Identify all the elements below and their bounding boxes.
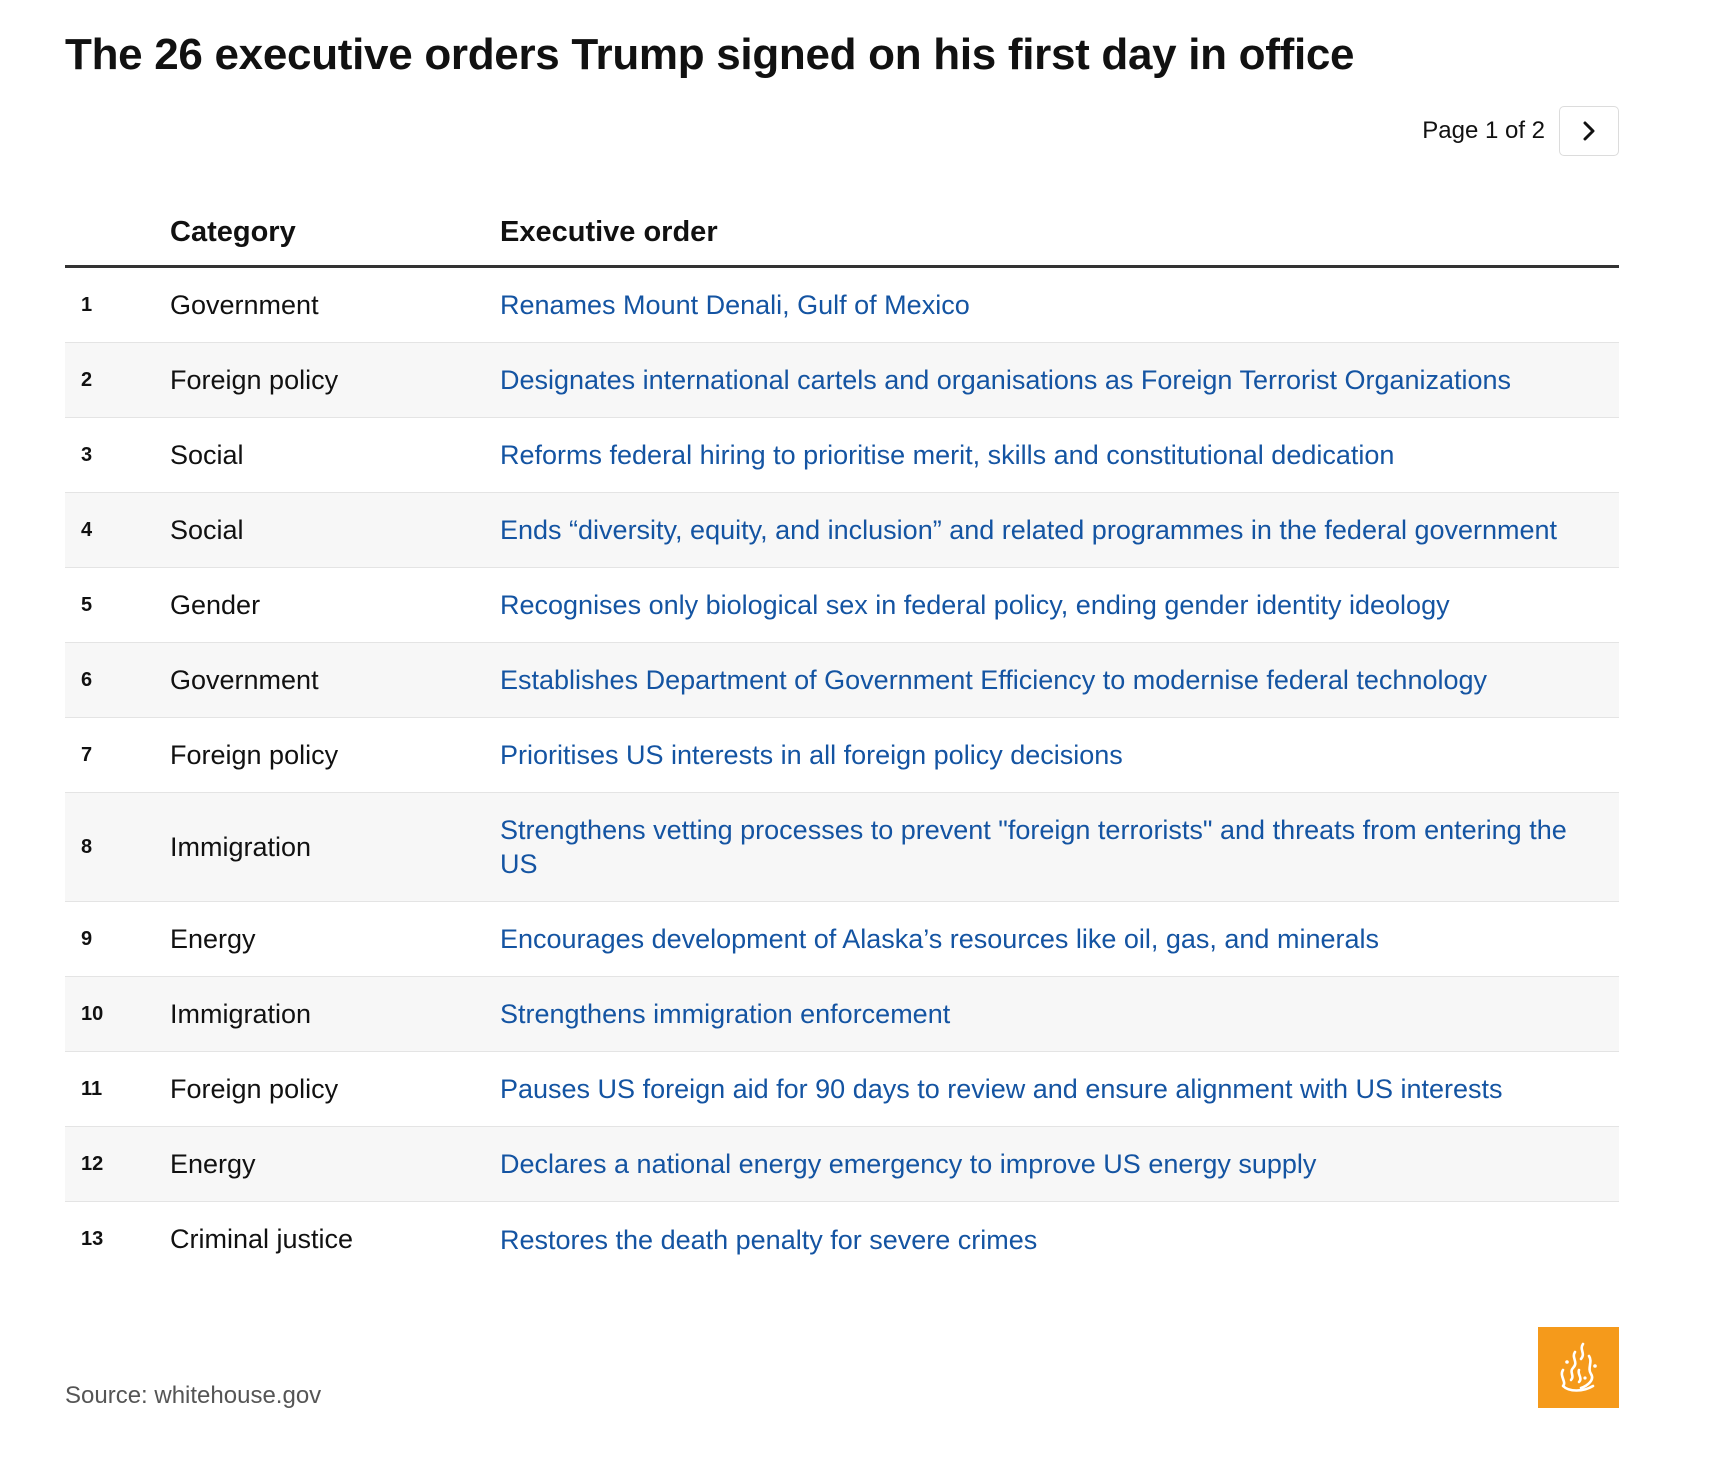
row-executive-order-link[interactable]: Renames Mount Denali, Gulf of Mexico <box>500 290 970 320</box>
row-number: 11 <box>81 1077 103 1100</box>
table-row: 3 Social Reforms federal hiring to prior… <box>65 418 1619 493</box>
table-row: 5 Gender Recognises only biological sex … <box>65 568 1619 643</box>
row-number: 1 <box>81 293 93 316</box>
row-executive-order-link[interactable]: Ends “diversity, equity, and inclusion” … <box>500 515 1558 545</box>
table-row: 9 Energy Encourages development of Alask… <box>65 902 1619 977</box>
table-row: 7 Foreign policy Prioritises US interest… <box>65 718 1619 793</box>
row-executive-order-link[interactable]: Restores the death penalty for severe cr… <box>500 1224 1038 1255</box>
al-jazeera-logo-icon[interactable] <box>1538 1327 1619 1408</box>
calligraphy-mark-icon <box>1560 1342 1597 1392</box>
table-row: 10 Immigration Strengthens immigration e… <box>65 977 1619 1052</box>
row-executive-order-link[interactable]: Strengthens immigration enforcement <box>500 999 951 1029</box>
table-row: 12 Energy Declares a national energy eme… <box>65 1127 1619 1202</box>
row-category: Energy <box>170 1148 256 1179</box>
row-number: 4 <box>81 518 93 541</box>
chevron-right-icon <box>1583 121 1595 141</box>
row-category: Immigration <box>170 831 312 862</box>
row-executive-order-link[interactable]: Strengthens vetting processes to prevent… <box>500 815 1567 879</box>
row-number: 8 <box>81 835 93 858</box>
row-executive-order-link[interactable]: Declares a national energy emergency to … <box>500 1149 1317 1179</box>
row-category: Immigration <box>170 998 312 1029</box>
header-category: Category <box>170 216 296 248</box>
table-row: 4 Social Ends “diversity, equity, and in… <box>65 493 1619 568</box>
row-number: 13 <box>81 1228 104 1250</box>
row-category: Social <box>170 439 244 470</box>
table-row: 11 Foreign policy Pauses US foreign aid … <box>65 1052 1619 1127</box>
page-title: The 26 executive orders Trump signed on … <box>65 30 1355 79</box>
row-number: 6 <box>81 668 93 691</box>
row-number: 12 <box>81 1152 104 1175</box>
row-category: Energy <box>170 923 256 954</box>
page-indicator: Page 1 of 2 <box>1422 117 1545 144</box>
row-category: Gender <box>170 589 261 620</box>
table-row: 2 Foreign policy Designates internationa… <box>65 343 1619 418</box>
table-row: 13 Criminal justice Restores the death p… <box>65 1202 1619 1277</box>
row-category: Foreign policy <box>170 739 339 770</box>
row-executive-order-link[interactable]: Establishes Department of Government Eff… <box>500 665 1488 695</box>
row-executive-order-link[interactable]: Recognises only biological sex in federa… <box>500 590 1450 620</box>
row-number: 7 <box>81 743 93 766</box>
row-executive-order-link[interactable]: Reforms federal hiring to prioritise mer… <box>500 440 1395 470</box>
table-header: Category Executive order <box>65 200 1619 268</box>
row-number: 10 <box>81 1002 104 1025</box>
table-row: 1 Government Renames Mount Denali, Gulf … <box>65 268 1619 343</box>
row-executive-order-link[interactable]: Pauses US foreign aid for 90 days to rev… <box>500 1074 1503 1104</box>
row-category: Foreign policy <box>170 1073 339 1104</box>
row-category: Government <box>170 664 319 695</box>
table-row: 6 Government Establishes Department of G… <box>65 643 1619 718</box>
next-page-button[interactable] <box>1559 106 1619 156</box>
executive-orders-table: Category Executive order 1 Government Re… <box>65 200 1619 1277</box>
row-number: 9 <box>81 927 93 950</box>
row-category: Government <box>170 289 319 320</box>
row-executive-order-link[interactable]: Designates international cartels and org… <box>500 365 1512 395</box>
row-number: 3 <box>81 443 93 466</box>
pagination: Page 1 of 2 <box>1422 106 1619 156</box>
table-row: 8 Immigration Strengthens vetting proces… <box>65 793 1619 902</box>
row-number: 2 <box>81 368 93 391</box>
row-executive-order-link[interactable]: Prioritises US interests in all foreign … <box>500 740 1123 770</box>
source-credit: Source: whitehouse.gov <box>65 1382 322 1409</box>
header-executive-order: Executive order <box>500 216 718 248</box>
row-category: Social <box>170 514 244 545</box>
row-executive-order-link[interactable]: Encourages development of Alaska’s resou… <box>500 924 1379 954</box>
row-category: Foreign policy <box>170 364 339 395</box>
row-number: 5 <box>81 593 93 616</box>
row-category: Criminal justice <box>170 1224 354 1254</box>
